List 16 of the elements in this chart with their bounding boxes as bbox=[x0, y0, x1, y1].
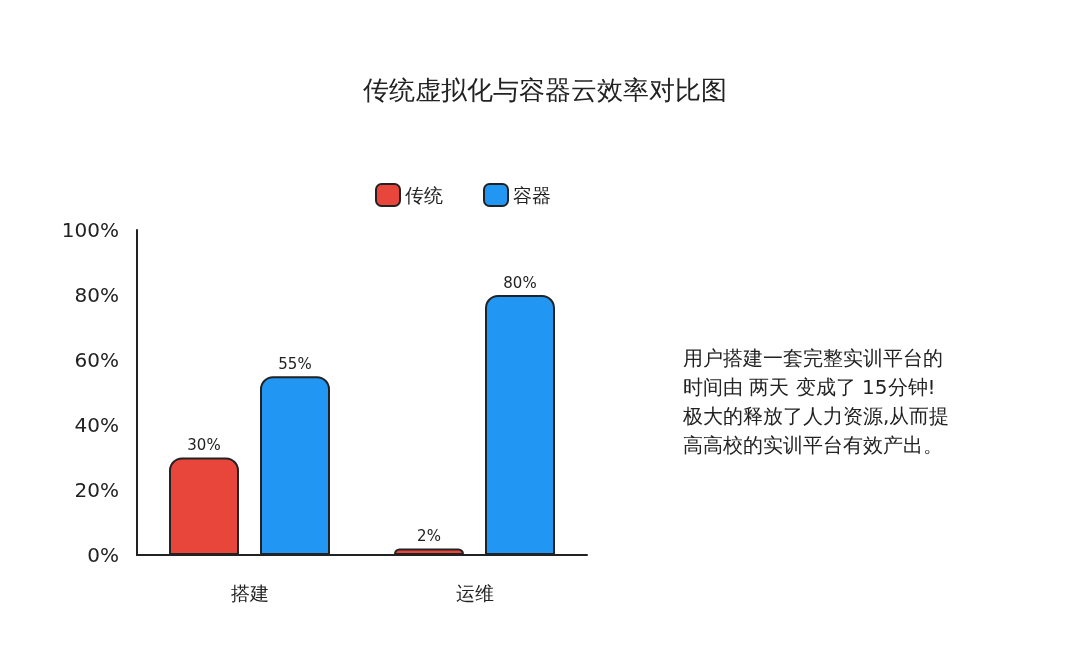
text: 用户搭建一套完整实训平台的时间由 两天 变成了 15分钟!极大的释放了人力资源,从而提高高校的实训平台有效产出。 bbox=[682, 345, 950, 457]
x-tick-label: 运维 bbox=[455, 581, 494, 604]
data-label: 2% bbox=[417, 527, 441, 545]
y-tick-label: 20% bbox=[74, 478, 119, 502]
y-tick-label: 0% bbox=[87, 543, 119, 567]
y-tick-label: 80% bbox=[74, 283, 119, 307]
y-tick-label: 40% bbox=[74, 413, 119, 437]
legend-label: 传统 bbox=[405, 184, 443, 206]
y-tick-label: 60% bbox=[74, 348, 119, 372]
y-tick-label: 100% bbox=[61, 218, 119, 242]
legend-label: 容器 bbox=[513, 184, 551, 206]
x-tick-label: 搭建 bbox=[230, 581, 269, 604]
chart-title: 传统虚拟化与容器云效率对比图 bbox=[363, 75, 727, 105]
data-label: 55% bbox=[278, 354, 312, 373]
data-label: 80% bbox=[503, 273, 537, 292]
data-label: 30% bbox=[187, 436, 221, 454]
